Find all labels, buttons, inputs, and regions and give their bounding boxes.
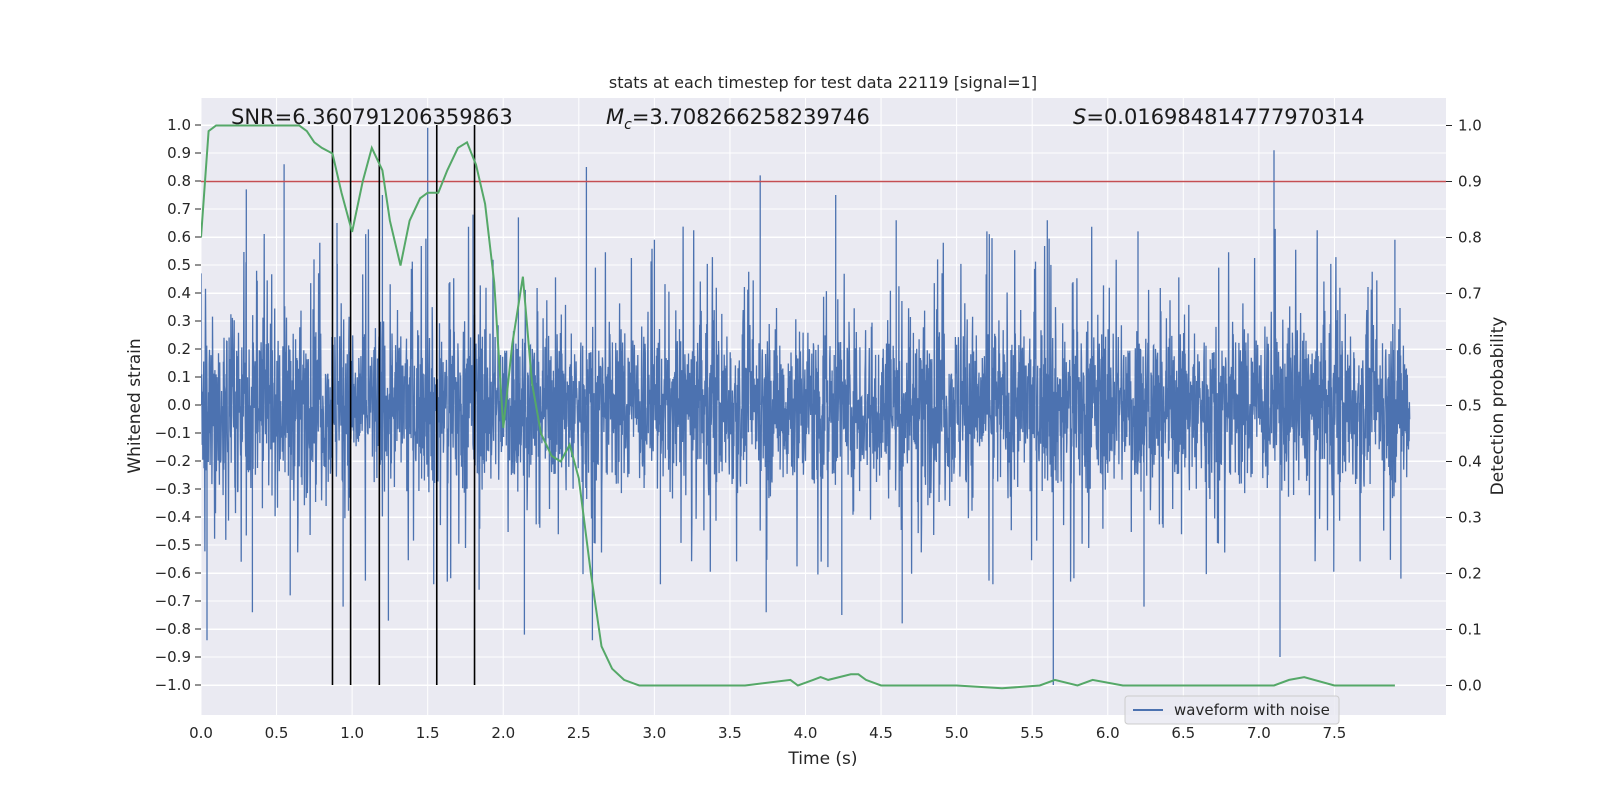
x-tick-label: 7.5 <box>1323 724 1347 742</box>
y2-tick-label: 0.5 <box>1458 397 1482 415</box>
y2-tick-label: 0.6 <box>1458 341 1482 359</box>
legend-entry-waveform: waveform with noise <box>1174 701 1330 719</box>
x-tick-label: 0.5 <box>265 724 289 742</box>
x-tick-label: 7.0 <box>1247 724 1271 742</box>
y2-tick-label: 0.7 <box>1458 285 1482 303</box>
x-tick-label: 2.5 <box>567 724 591 742</box>
x-tick-label: 3.5 <box>718 724 742 742</box>
y-tick-label: −0.2 <box>155 452 191 470</box>
x-tick-label: 6.0 <box>1096 724 1120 742</box>
legend: waveform with noise <box>1124 695 1340 725</box>
y-tick-label: 0.6 <box>167 228 191 246</box>
y-tick-label: −0.9 <box>155 648 191 666</box>
y-tick-label: 0.2 <box>167 340 191 358</box>
y-tick-label: 1.0 <box>167 116 191 134</box>
y-tick-label: −0.4 <box>155 508 191 526</box>
x-tick-label: 4.5 <box>869 724 893 742</box>
y-tick-label: 0.7 <box>167 200 191 218</box>
y2-tick-label: 0.4 <box>1458 453 1482 471</box>
y-axis-ticks: 1.0 0.9 0.8 0.7 0.6 0.5 0.4 0.3 0.2 0.1 0.0 −0.1 −0.… <box>155 116 201 694</box>
y-tick-label: −0.3 <box>155 480 191 498</box>
x-axis-ticks: 0.0 0.5 1.0 1.5 2.0 2.5 3.0 3.5 4.0 4.5 5.0 5.5 6.0 6… <box>189 724 1346 742</box>
y2-axis-label: Detection probability <box>1488 317 1508 496</box>
chart-title: stats at each timestep for test data 221… <box>609 73 1037 92</box>
y-axis-label: Whitened strain <box>125 338 145 473</box>
s-symbol: S <box>1073 105 1086 129</box>
x-tick-label: 0.0 <box>189 724 213 742</box>
y-tick-label: 0.5 <box>167 256 191 274</box>
y-tick-label: −0.7 <box>155 592 191 610</box>
x-tick-label: 5.0 <box>945 724 969 742</box>
chirp-mass-value: =3.708266258239746 <box>632 105 870 129</box>
y2-tick-label: 0.9 <box>1458 173 1482 191</box>
chirp-mass-annotation: Mc=3.708266258239746 <box>606 105 870 133</box>
y2-tick-label: 0.1 <box>1458 621 1482 639</box>
x-tick-label: 1.0 <box>340 724 364 742</box>
snr-annotation: SNR=6.360791206359863 <box>231 105 513 129</box>
s-annotation: S=0.016984814777970314 <box>1073 105 1364 129</box>
waveform-trace <box>201 127 1411 685</box>
y-tick-label: −0.1 <box>155 424 191 442</box>
x-tick-label: 4.0 <box>794 724 818 742</box>
s-value: =0.016984814777970314 <box>1086 105 1364 129</box>
chirp-mass-subscript: c <box>624 117 632 133</box>
y-tick-label: −0.8 <box>155 620 191 638</box>
y2-axis-ticks: 1.0 0.9 0.8 0.7 0.6 0.5 0.4 0.3 0.2 0.1 0.0 <box>1446 117 1482 695</box>
x-tick-label: 6.5 <box>1171 724 1195 742</box>
y2-tick-label: 0.2 <box>1458 565 1482 583</box>
y2-tick-label: 0.0 <box>1458 677 1482 695</box>
y-tick-label: 0.9 <box>167 144 191 162</box>
y-tick-label: −0.6 <box>155 564 191 582</box>
y-tick-label: 0.4 <box>167 284 191 302</box>
chirp-mass-symbol: M <box>606 105 624 129</box>
x-tick-label: 3.0 <box>642 724 666 742</box>
x-tick-label: 5.5 <box>1020 724 1044 742</box>
y2-tick-label: 0.3 <box>1458 509 1482 527</box>
detection-probability-line <box>201 124 1395 690</box>
y-tick-label: 0.3 <box>167 312 191 330</box>
y-tick-label: 0.8 <box>167 172 191 190</box>
y-tick-label: −0.5 <box>155 536 191 554</box>
x-tick-label: 2.0 <box>491 724 515 742</box>
y2-tick-label: 0.8 <box>1458 229 1482 247</box>
waveform-series <box>201 127 1411 685</box>
x-axis-label: Time (s) <box>787 749 857 769</box>
event-lines <box>331 125 476 685</box>
legend-box <box>1124 695 1340 725</box>
y2-tick-label: 1.0 <box>1458 117 1482 135</box>
x-tick-label: 1.5 <box>416 724 440 742</box>
y-tick-label: 0.0 <box>167 396 191 414</box>
y-tick-label: 0.1 <box>167 368 191 386</box>
y-tick-label: −1.0 <box>155 676 191 694</box>
